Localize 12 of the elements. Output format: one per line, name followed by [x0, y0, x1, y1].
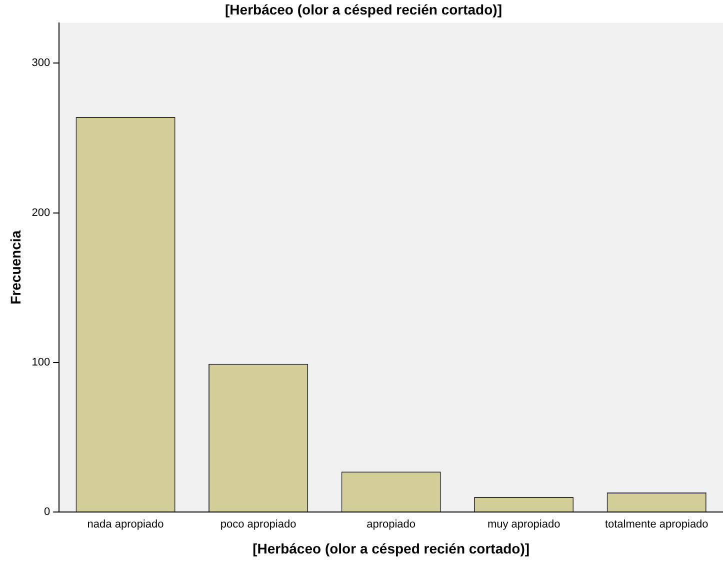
y-tick-label: 0	[44, 506, 50, 518]
x-tick-label: nada apropiado	[87, 518, 164, 531]
y-axis-title: Frecuencia	[7, 230, 24, 304]
x-tick-label: apropiado	[366, 518, 416, 531]
x-tick-label: muy apropiado	[487, 518, 560, 531]
x-tick-label: poco apropiado	[220, 518, 296, 531]
y-tick-label: 200	[32, 206, 50, 219]
y-tick-label: 300	[32, 57, 50, 70]
x-tick-label: totalmente apropiado	[604, 518, 708, 531]
y-tick-label: 100	[32, 356, 50, 368]
x-axis-title: [Herbáceo (olor a césped recién cortado)]	[252, 540, 530, 556]
chart-title: [Herbáceo (olor a césped recién cortado)]	[225, 1, 502, 18]
